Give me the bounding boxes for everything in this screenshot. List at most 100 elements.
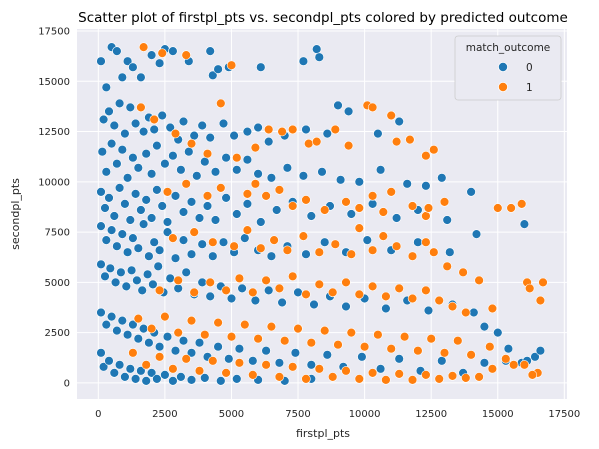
data-point [367, 368, 378, 378]
data-point [288, 271, 298, 281]
data-point [335, 175, 346, 185]
data-point [391, 241, 402, 251]
data-point [213, 317, 223, 328]
data-point [314, 279, 324, 290]
data-point [405, 134, 415, 145]
data-point [122, 330, 133, 340]
data-point [328, 287, 338, 298]
data-point [152, 374, 162, 384]
data-point [250, 142, 261, 153]
data-point [210, 215, 221, 225]
x-tick-label: 12500 [415, 409, 447, 420]
data-point [98, 362, 109, 372]
data-point [386, 110, 396, 121]
data-point [122, 56, 133, 66]
data-point [421, 237, 431, 247]
data-point [138, 126, 149, 137]
data-point [274, 358, 285, 368]
data-point [354, 374, 364, 384]
legend-box [454, 35, 562, 101]
data-point [133, 334, 144, 344]
data-point [242, 199, 253, 209]
data-point [343, 106, 354, 117]
data-point [429, 247, 439, 257]
data-point [173, 283, 183, 294]
data-point [261, 360, 271, 370]
data-point [136, 366, 146, 376]
data-point [413, 237, 423, 247]
data-point [194, 366, 205, 376]
data-point [253, 169, 263, 179]
data-point [309, 299, 319, 310]
data-point [333, 100, 343, 111]
data-point [221, 368, 231, 378]
data-point [208, 251, 218, 261]
data-point [106, 311, 117, 322]
data-point [391, 136, 402, 147]
data-point [519, 219, 530, 229]
data-point [253, 334, 263, 344]
data-point [149, 237, 159, 247]
data-point [322, 350, 332, 360]
data-point [391, 213, 402, 223]
data-point [282, 245, 293, 255]
data-point [130, 118, 141, 129]
data-point [101, 82, 112, 93]
data-point [114, 360, 125, 370]
data-point [208, 70, 218, 81]
data-point [394, 283, 404, 294]
data-point [375, 364, 386, 374]
data-point [471, 229, 482, 239]
data-point [205, 46, 215, 56]
data-point [168, 233, 178, 243]
data-point [487, 364, 498, 374]
data-point [122, 173, 133, 183]
x-tick-label: 5000 [219, 409, 244, 420]
data-point [461, 373, 471, 383]
data-point [264, 285, 274, 296]
data-point [301, 195, 311, 205]
data-point [282, 163, 293, 173]
data-point [293, 323, 303, 334]
data-point [250, 179, 261, 189]
data-point [301, 124, 311, 135]
data-point [386, 344, 396, 354]
data-point [130, 374, 141, 384]
data-point [189, 287, 199, 298]
data-point [152, 140, 162, 151]
data-point [341, 277, 351, 288]
data-point [186, 197, 197, 207]
data-point [96, 221, 106, 231]
data-point [112, 46, 122, 56]
data-point [194, 213, 205, 223]
data-point [170, 128, 181, 139]
data-point [149, 114, 159, 125]
data-point [290, 348, 301, 358]
data-point [130, 189, 141, 199]
data-point [312, 136, 322, 147]
data-point [109, 368, 120, 378]
data-point [527, 370, 538, 380]
data-point [426, 334, 436, 344]
data-point [535, 295, 546, 306]
data-point [162, 227, 173, 237]
data-point [136, 102, 146, 113]
data-point [197, 239, 207, 249]
data-point [170, 346, 181, 356]
legend-marker-0 [497, 62, 508, 73]
data-point [136, 72, 146, 83]
data-point [242, 126, 253, 137]
data-point [298, 231, 309, 241]
x-tick-label: 0 [95, 409, 101, 420]
data-point [144, 251, 154, 261]
data-point [216, 98, 226, 109]
chart-title: Scatter plot of firstpl_pts vs. secondpl… [78, 10, 568, 26]
y-tick-label: 7500 [45, 228, 70, 239]
data-point [362, 235, 372, 245]
data-point [226, 60, 237, 70]
data-point [493, 327, 503, 338]
data-point [288, 362, 298, 372]
data-point [399, 332, 410, 342]
data-point [264, 136, 274, 147]
data-point [137, 285, 147, 296]
